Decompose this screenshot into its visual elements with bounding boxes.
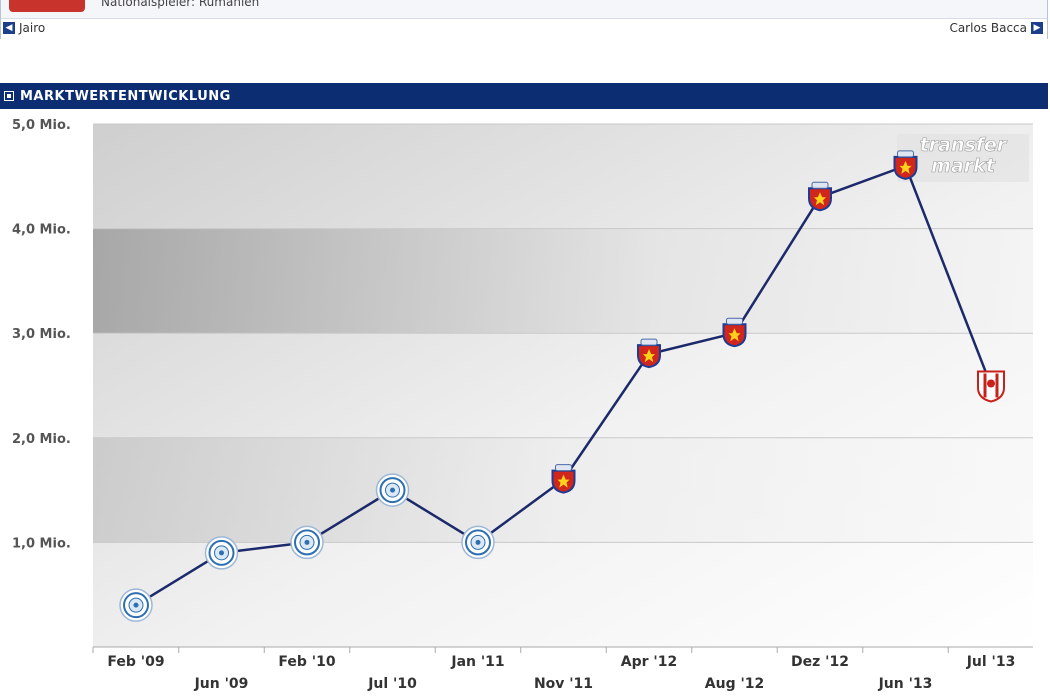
- x-tick-label: Apr '12: [621, 654, 677, 670]
- data-point-club-b[interactable]: [551, 464, 576, 494]
- prev-player-link[interactable]: ◀ Jairo: [3, 21, 45, 35]
- data-point-club-a[interactable]: [204, 536, 239, 570]
- y-tick-label: 4,0 Mio.: [12, 223, 71, 238]
- panel-square-icon: [4, 91, 14, 101]
- data-point-club-b[interactable]: [722, 317, 747, 348]
- panel-title: MARKTWERTENTWICKLUNG: [20, 88, 231, 104]
- player-photo: [9, 0, 85, 12]
- market-value-chart: 1,0 Mio. 2,0 Mio. 3,0 Mio. 4,0 Mio. 5,0 Mio.…: [12, 118, 1033, 692]
- x-tick-label: Feb '10: [278, 654, 335, 670]
- watermark-line2: markt: [931, 155, 996, 177]
- x-tick-label: Feb '09: [107, 654, 164, 670]
- chevron-right-icon: ▶: [1031, 22, 1043, 34]
- x-tick-label: Aug '12: [705, 676, 764, 692]
- x-tick-label: Dez '12: [791, 654, 849, 670]
- data-point-club-c[interactable]: [977, 370, 1005, 403]
- next-player-link[interactable]: Carlos Bacca ▶: [949, 21, 1043, 35]
- chevron-left-icon: ◀: [3, 22, 15, 34]
- player-header-box: Nationalspieler: Rumänien ◀ Jairo Carlos…: [0, 0, 1048, 39]
- next-player-name: Carlos Bacca: [949, 21, 1027, 35]
- x-tick-label: Jun '09: [194, 676, 249, 692]
- player-navigation: ◀ Jairo Carlos Bacca ▶: [1, 18, 1047, 39]
- x-tick-label: Jun '13: [878, 676, 933, 692]
- watermark-line1: transfer: [920, 134, 1008, 156]
- y-tick-label: 5,0 Mio.: [12, 118, 71, 133]
- y-tick-label: 3,0 Mio.: [12, 327, 71, 342]
- y-tick-label: 1,0 Mio.: [12, 536, 71, 551]
- plot-band: [93, 228, 1033, 334]
- data-point-club-a[interactable]: [461, 525, 495, 560]
- data-point-club-b[interactable]: [637, 338, 661, 369]
- nationality-text: Nationalspieler: Rumänien: [101, 0, 260, 9]
- data-point-club-a[interactable]: [119, 588, 153, 622]
- x-tick-label: Nov '11: [534, 676, 593, 692]
- watermark: transfer markt: [897, 134, 1029, 182]
- data-point-club-b[interactable]: [808, 181, 832, 212]
- y-tick-label: 2,0 Mio.: [12, 432, 71, 447]
- x-tick-label: Jan '11: [450, 654, 504, 670]
- data-point-club-a[interactable]: [375, 473, 410, 507]
- market-value-panel-header: MARKTWERTENTWICKLUNG: [0, 83, 1048, 109]
- data-point-club-b[interactable]: [893, 150, 918, 180]
- x-tick-label: Jul '10: [367, 676, 417, 692]
- plot-area: [93, 124, 1033, 647]
- data-point-club-a[interactable]: [290, 525, 324, 560]
- prev-player-name: Jairo: [19, 21, 46, 35]
- x-tick-label: Jul '13: [966, 654, 1016, 670]
